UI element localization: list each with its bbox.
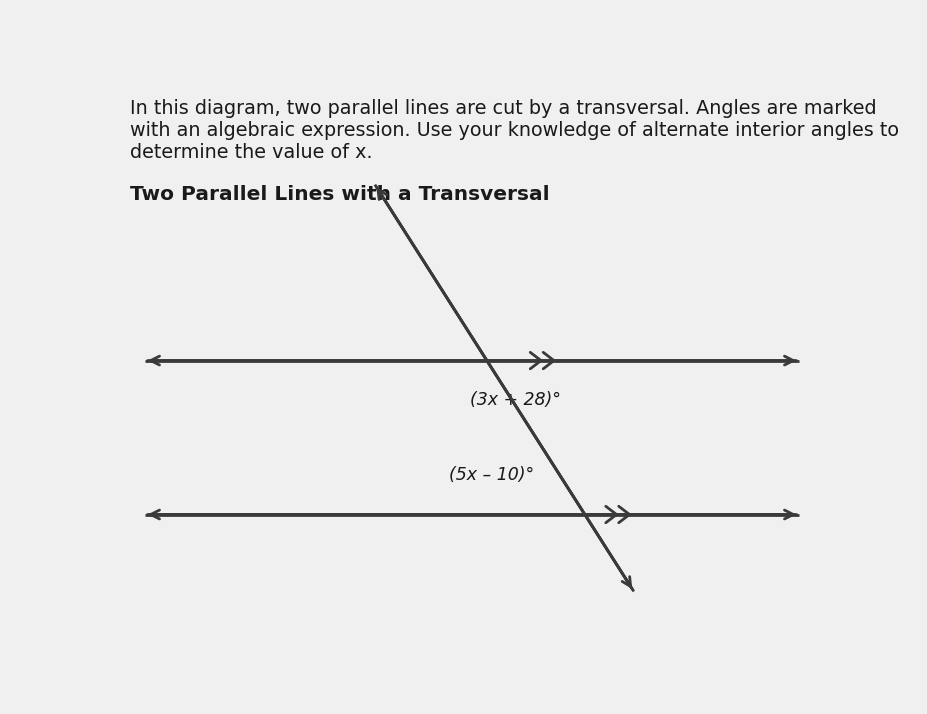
- Text: Two Parallel Lines with a Transversal: Two Parallel Lines with a Transversal: [130, 185, 550, 203]
- Text: (5x – 10)°: (5x – 10)°: [449, 466, 534, 484]
- Text: determine the value of x.: determine the value of x.: [130, 144, 373, 162]
- Text: (3x + 28)°: (3x + 28)°: [469, 391, 560, 409]
- Text: In this diagram, two parallel lines are cut by a transversal. Angles are marked: In this diagram, two parallel lines are …: [130, 99, 876, 119]
- Text: with an algebraic expression. Use your knowledge of alternate interior angles to: with an algebraic expression. Use your k…: [130, 121, 898, 141]
